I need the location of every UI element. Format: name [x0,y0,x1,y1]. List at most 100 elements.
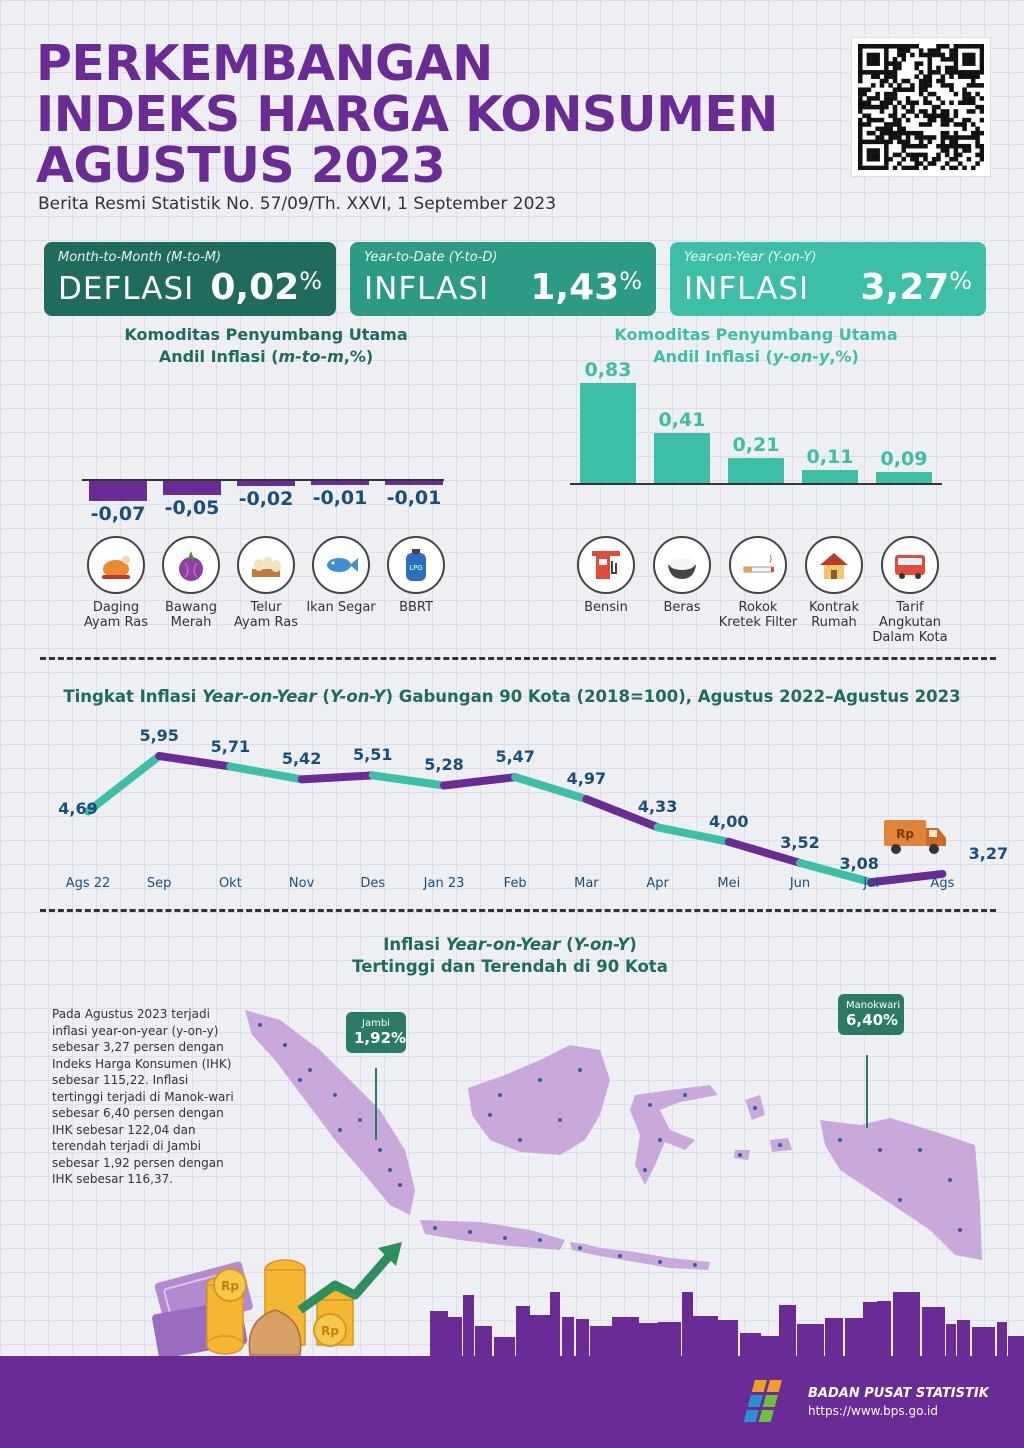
chicken-icon [87,536,145,594]
yoy-bar [580,382,636,483]
city-dot [878,1148,882,1152]
x-tick-label: Mei [717,876,741,891]
bus-icon [881,536,939,594]
mtm-commodity-name: Ikan Segar [296,600,386,615]
x-tick-label: Apr [646,876,669,891]
map-islands [245,1010,982,1270]
mtm-bar [311,480,369,485]
title-line-2: INDEKS HARGA KONSUMEN [36,86,778,143]
line-segment [796,858,876,887]
x-tick-label: Ags [930,876,955,891]
cigarette-icon [729,536,787,594]
skyline-building [825,1318,843,1360]
city-dot [308,1068,312,1072]
yoy-bar [728,457,784,483]
city-dot [738,1153,742,1157]
yoy-bar-label: 0,83 [584,358,632,381]
yoy-bar-label: 0,11 [806,445,854,468]
card-mtm-label: Month-to-Month (M-to-M) [58,250,222,265]
city-dot [338,1128,342,1132]
city-dot [398,1183,402,1187]
city-dot [388,1168,392,1172]
yoy-bar-label: 0,41 [658,409,706,432]
mtm-bar-label: -0,01 [312,487,368,509]
line-segment [582,795,662,832]
mtm-commodity-name: Bawang Merah [146,600,236,630]
line-point-label: 5,71 [210,736,251,756]
mtm-baseline [82,479,444,481]
mtm-bar [163,480,221,495]
city-dot [503,1236,507,1240]
skyline-building [718,1320,738,1360]
yoy-commodity-name-line: Kretek Filter [718,615,798,630]
mtm-commodity-name-line: BBRT [399,600,433,615]
city-dot [433,1226,437,1230]
skyline-building [612,1317,639,1360]
mtm-bar [89,480,147,501]
city-dot [378,1148,382,1152]
papua-island [820,1118,982,1260]
page-title: PERKEMBANGAN INDEKS HARGA KONSUMEN AGUST… [36,38,836,191]
map-title-pre: Inflasi [383,935,446,954]
onion-icon [162,536,220,594]
bps-url[interactable]: https://www.bps.go.id [808,1404,938,1418]
mtm-commodity-name: Telur Ayam Ras [221,600,311,630]
yoy-commodity-name: Rokok Kretek Filter [713,600,803,630]
skyline-building [576,1319,589,1360]
mtm-commodity-name-line: Merah [170,615,212,630]
skyline-building [922,1307,945,1360]
x-tick-label: Jan 23 [423,876,465,891]
callout-low-value: 1,92% [354,1029,407,1047]
city-skyline [430,1292,1024,1360]
city-dot [658,1260,662,1264]
yoy-title-line1: Komoditas Penyumbang Utama [614,325,898,344]
city-dot [468,1230,472,1234]
skyline-building [957,1320,970,1360]
sumatra-island [245,1010,415,1215]
card-ytd-word: INFLASI [364,271,490,307]
mtm-bar-label: -0,05 [164,497,220,519]
card-ytd: Year-to-Date (Y-to-D) INFLASI 1,43% [350,242,656,316]
line-point-label: 5,51 [353,745,393,765]
svg-text:Rp: Rp [321,1324,339,1338]
yoy-title-em: y-on-y [772,347,830,366]
skyline-building [516,1306,530,1360]
city-dot [258,1023,262,1027]
line-point-label: 5,42 [281,749,322,769]
title-line-1: PERKEMBANGAN [36,35,493,92]
skyline-building [448,1317,462,1360]
city-dot [498,1093,502,1097]
mtm-bar-label: -0,07 [90,503,146,525]
page-subtitle: Berita Resmi Statistik No. 57/09/Th. XXV… [38,194,557,214]
divider-1 [40,657,996,660]
yoy-bar [654,433,710,483]
city-dot [683,1093,687,1097]
qr-code-image [858,44,985,171]
svg-text:LPG: LPG [409,564,423,572]
city-dot [648,1103,652,1107]
yoy-commodity-name: Beras [637,600,727,615]
x-tick-label: Jul [863,876,880,891]
mtm-title-line1: Komoditas Penyumbang Utama [124,325,408,344]
city-dot [958,1228,962,1232]
bps-logo-icon [738,1376,804,1430]
mtm-commodity-name-line: Ayam Ras [84,615,148,630]
card-yoy-word: INFLASI [684,271,810,307]
line-point-label: 5,47 [495,747,535,767]
lc-title-em2: Y-on-Y [329,687,386,706]
city-dot [618,1254,622,1258]
skyline-building [797,1324,824,1360]
city-dot [538,1078,542,1082]
x-tick-label: Des [360,876,386,891]
yoy-commodity-name: Tarif Angkutan Dalam Kota [865,600,955,645]
yoy-commodity-name-line: Bensin [584,600,628,615]
qr-code[interactable] [852,38,990,176]
skyline-building [877,1301,891,1360]
city-dot [838,1138,842,1142]
map-title-line2: Tertinggi dan Terendah di 90 Kota [352,957,668,976]
title-line-3: AGUSTUS 2023 [36,137,446,194]
kalimantan-island [468,1045,610,1155]
skyline-building [779,1305,796,1360]
city-dot [753,1106,757,1110]
skyline-building [562,1317,574,1360]
